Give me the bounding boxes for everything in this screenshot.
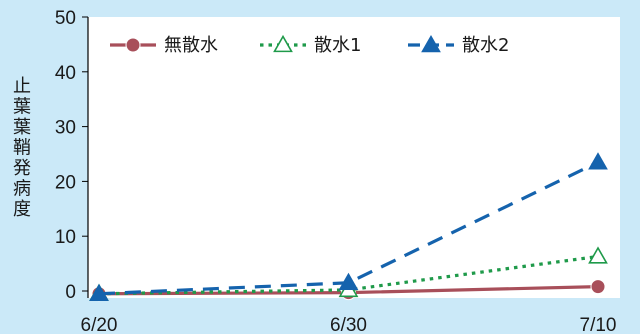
y-axis-title-char: 発: [13, 158, 31, 179]
y-axis-title-char: 病: [13, 179, 31, 200]
x-axis-ticks: 6/20 6/30 7/10: [81, 315, 617, 334]
y-axis-ticks: 0 10 20 30 40 50: [55, 8, 88, 303]
legend: 無散水 散水1 散水2: [110, 34, 509, 56]
legend-marker: [421, 34, 441, 53]
y-axis-label: 止葉葉鞘発病度: [13, 76, 31, 220]
y-tick-label: 0: [65, 282, 76, 303]
legend-marker: [125, 37, 141, 53]
data-point-marker: [89, 283, 109, 301]
legend-item-3: 散水2: [408, 34, 509, 56]
legend-marker: [273, 34, 293, 53]
legend-label: 散水2: [462, 35, 509, 56]
x-tick-label: 6/20: [81, 315, 118, 334]
series-layer: [89, 152, 608, 302]
legend-label: 散水1: [314, 35, 361, 56]
x-tick-label: 6/30: [330, 315, 367, 334]
x-tick-label: 7/10: [580, 315, 617, 334]
plot-area: [88, 17, 620, 298]
data-point-marker: [588, 246, 608, 264]
y-axis-title-char: 葉: [13, 117, 31, 138]
y-axis-title: 止葉葉鞘発病度: [13, 76, 31, 220]
y-tick-label: 10: [55, 227, 76, 248]
legend-label: 無散水: [164, 35, 218, 56]
y-axis-title-char: 止: [13, 76, 31, 97]
y-tick-label: 20: [55, 172, 76, 193]
y-axis-title-char: 度: [13, 199, 31, 220]
legend-item-2: 散水1: [260, 34, 361, 56]
data-point-marker: [588, 152, 608, 170]
y-tick-label: 40: [55, 63, 76, 84]
data-point-marker: [590, 279, 606, 295]
y-axis-title-char: 鞘: [13, 138, 31, 159]
series-3: [89, 152, 608, 301]
y-tick-label: 50: [55, 8, 76, 29]
y-axis-title-char: 葉: [13, 97, 31, 118]
legend-item-1: 無散水: [110, 35, 218, 56]
data-point-marker: [338, 272, 359, 291]
y-tick-label: 30: [55, 118, 76, 139]
